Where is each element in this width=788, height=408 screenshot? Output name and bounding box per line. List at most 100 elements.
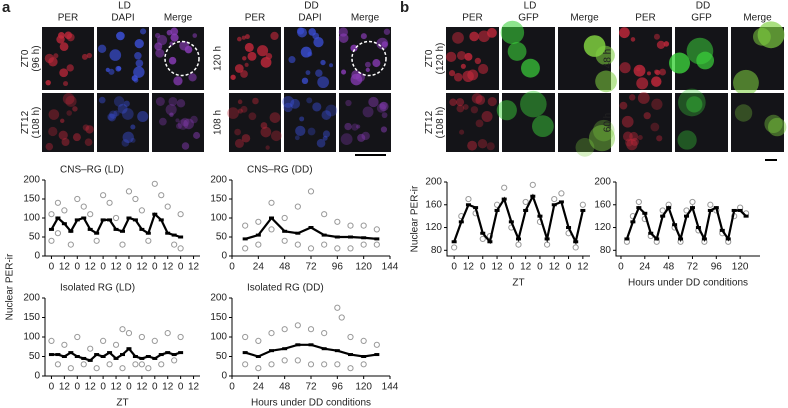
micrograph [619, 93, 672, 152]
column-label: PER [58, 13, 79, 24]
column-label: Merge [743, 13, 772, 24]
cell [183, 118, 195, 130]
data-point [151, 337, 158, 344]
mean-marker [152, 356, 158, 360]
data-point [74, 333, 81, 341]
y-tick-label: 50 [216, 351, 228, 362]
mean-marker [139, 356, 145, 360]
cell [345, 99, 352, 107]
mean-marker [737, 208, 743, 212]
cell [134, 38, 144, 49]
x-tick-label: 24 [253, 382, 265, 393]
mean-marker [308, 226, 314, 229]
cell [301, 77, 309, 85]
y-tick-label: 50 [216, 232, 228, 243]
mean-marker [321, 233, 327, 237]
cell [351, 123, 359, 131]
mean-marker [120, 353, 125, 357]
cell [381, 112, 388, 119]
mean-marker [508, 220, 514, 224]
cell [376, 103, 387, 113]
cell [122, 131, 134, 143]
cell [64, 31, 73, 40]
y-tick-label: 200 [210, 175, 227, 186]
x-tick-label: 144 [382, 262, 399, 273]
data-point [87, 211, 94, 218]
cell [169, 41, 174, 46]
cell [322, 135, 328, 141]
cell [181, 142, 190, 150]
y-tick-label: 150 [210, 194, 227, 205]
cell [653, 33, 660, 40]
cell [686, 96, 703, 113]
data-point [294, 203, 301, 210]
cell [116, 31, 125, 41]
data-point [54, 230, 62, 237]
mean-marker [473, 206, 479, 210]
x-tick-label: 120 [355, 382, 372, 393]
mean-marker [451, 240, 457, 244]
data-point [281, 326, 288, 333]
data-point [125, 188, 133, 195]
mean-marker [107, 351, 113, 355]
cell [260, 126, 272, 138]
y-tick-label: 100 [23, 332, 40, 343]
cell [234, 138, 244, 148]
mean-marker [374, 353, 380, 357]
cell [621, 115, 634, 128]
mean-marker [743, 214, 749, 218]
data-point [80, 361, 87, 368]
micrograph [284, 93, 336, 152]
cell [282, 95, 295, 108]
mean-marker [126, 216, 132, 220]
x-tick-label: 48 [279, 382, 291, 393]
cell [629, 131, 639, 141]
cell [135, 59, 144, 68]
mean-marker [731, 208, 737, 212]
cell [361, 131, 370, 141]
cell [170, 33, 179, 42]
data-point [132, 361, 139, 368]
mean-marker [348, 353, 353, 357]
cell [449, 98, 457, 106]
column-label: Merge [351, 13, 380, 24]
cell [123, 100, 130, 107]
axes [446, 182, 590, 257]
cell [65, 95, 77, 107]
cell [350, 44, 358, 52]
row-label: (120 h) [435, 43, 446, 75]
data-point [522, 198, 529, 206]
cell [105, 67, 110, 72]
cell [626, 139, 638, 151]
cell [312, 102, 322, 112]
cell [53, 53, 59, 59]
y-tick-label: 150 [23, 194, 40, 205]
cell [637, 92, 650, 104]
cell [478, 63, 489, 75]
x-tick-label: 72 [305, 262, 317, 273]
data-point [268, 330, 275, 337]
x-tick-label: 0 [178, 262, 184, 273]
mean-marker [178, 351, 184, 355]
micrograph [731, 93, 784, 152]
x-tick-label: 72 [305, 382, 317, 393]
mean-marker [126, 347, 132, 351]
y-tick-label: 150 [210, 312, 227, 323]
mean-marker [624, 237, 630, 241]
data-point [177, 211, 184, 218]
cell [244, 34, 250, 40]
column-label: DAPI [111, 13, 134, 24]
data-point [558, 190, 565, 197]
cell [520, 90, 547, 118]
cell [59, 68, 69, 78]
mean-marker [719, 228, 725, 232]
micrograph [446, 93, 499, 152]
cell [271, 130, 282, 142]
cell [294, 135, 300, 141]
cell [57, 31, 65, 39]
cell [448, 70, 456, 77]
data-point [106, 199, 113, 206]
cell [376, 37, 389, 50]
data-point [48, 337, 55, 344]
micrograph [42, 93, 94, 152]
